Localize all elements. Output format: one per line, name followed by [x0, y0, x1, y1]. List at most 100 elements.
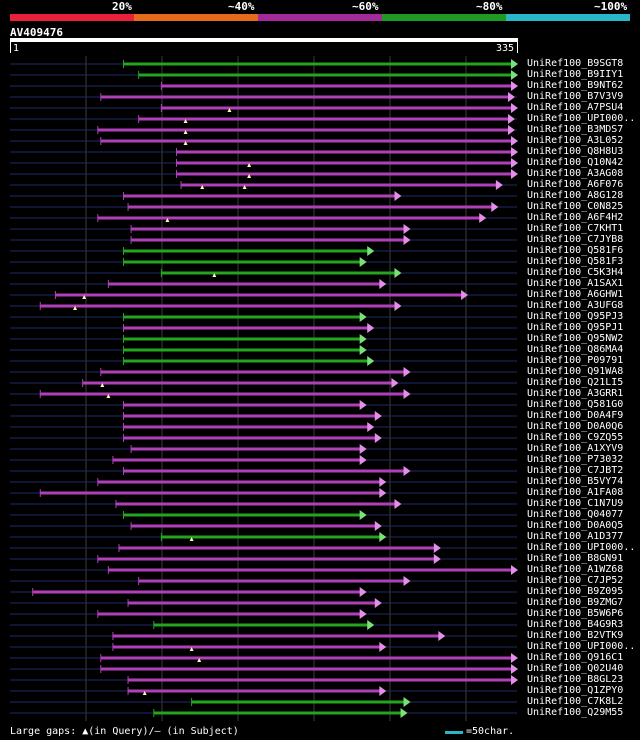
hit-label[interactable]: UniRef100_C5K3H4	[527, 267, 624, 278]
hit-bar[interactable]	[123, 62, 513, 66]
hit-label[interactable]: UniRef100_Q04077	[527, 509, 624, 520]
hit-bar[interactable]	[123, 359, 369, 363]
hit-label[interactable]: UniRef100_B4G9R3	[527, 619, 624, 630]
hit-label[interactable]: UniRef100_B7V3V9	[527, 91, 624, 102]
hit-bar[interactable]	[100, 95, 509, 99]
hit-label[interactable]: UniRef100_A3L052	[527, 135, 624, 146]
hit-label[interactable]: UniRef100_C9ZQ55	[527, 432, 624, 443]
hit-label[interactable]: UniRef100_A6F076	[527, 179, 624, 190]
hit-bar[interactable]	[128, 678, 512, 682]
hit-bar[interactable]	[123, 403, 361, 407]
hit-label[interactable]: UniRef100_A1D377	[527, 531, 624, 542]
hit-label[interactable]: UniRef100_C7K8L2	[527, 696, 624, 707]
hit-bar[interactable]	[55, 293, 463, 297]
hit-label[interactable]: UniRef100_A1SAX1	[527, 278, 624, 289]
hit-label[interactable]: UniRef100_A1FA08	[527, 487, 624, 498]
hit-label[interactable]: UniRef100_B3MDS7	[527, 124, 624, 135]
hit-label[interactable]: UniRef100_B8GL23	[527, 674, 624, 685]
hit-label[interactable]: UniRef100_UPI000..	[527, 641, 636, 652]
hit-bar[interactable]	[97, 557, 435, 561]
hit-label[interactable]: UniRef100_A6F4H2	[527, 212, 624, 223]
hit-label[interactable]: UniRef100_Q8H8U3	[527, 146, 624, 157]
hit-bar[interactable]	[131, 238, 405, 242]
hit-bar[interactable]	[176, 161, 513, 165]
hit-label[interactable]: UniRef100_Q21LI5	[527, 377, 624, 388]
hit-label[interactable]: UniRef100_B5VY74	[527, 476, 624, 487]
hit-label[interactable]: UniRef100_P09791	[527, 355, 624, 366]
hit-label[interactable]: UniRef100_Q95PJ3	[527, 311, 624, 322]
hit-label[interactable]: UniRef100_Q02U40	[527, 663, 624, 674]
hit-bar[interactable]	[100, 656, 512, 660]
hit-label[interactable]: UniRef100_C7KHT1	[527, 223, 624, 234]
hit-label[interactable]: UniRef100_B9ZMG7	[527, 597, 624, 608]
hit-bar[interactable]	[161, 271, 396, 275]
hit-label[interactable]: UniRef100_B9SGT8	[527, 58, 624, 69]
hit-bar[interactable]	[123, 425, 369, 429]
hit-bar[interactable]	[161, 84, 513, 88]
hit-bar[interactable]	[97, 480, 381, 484]
hit-bar[interactable]	[40, 392, 405, 396]
hit-label[interactable]: UniRef100_A8G128	[527, 190, 624, 201]
hit-label[interactable]: UniRef100_A3UFG8	[527, 300, 624, 311]
hit-bar[interactable]	[123, 436, 376, 440]
hit-label[interactable]: UniRef100_UPI000..	[527, 113, 636, 124]
hit-bar[interactable]	[123, 315, 361, 319]
hit-label[interactable]: UniRef100_C0N825	[527, 201, 624, 212]
hit-label[interactable]: UniRef100_Q95NW2	[527, 333, 624, 344]
hit-bar[interactable]	[176, 150, 513, 154]
hit-bar[interactable]	[112, 458, 361, 462]
hit-bar[interactable]	[153, 623, 369, 627]
hit-label[interactable]: UniRef100_Q95PJ1	[527, 322, 624, 333]
hit-bar[interactable]	[123, 513, 361, 517]
hit-bar[interactable]	[32, 590, 361, 594]
hit-label[interactable]: UniRef100_B9IIY1	[527, 69, 624, 80]
hit-bar[interactable]	[138, 117, 509, 121]
hit-label[interactable]: UniRef100_B9NT62	[527, 80, 624, 91]
hit-bar[interactable]	[123, 414, 376, 418]
hit-label[interactable]: UniRef100_C7JP52	[527, 575, 624, 586]
hit-bar[interactable]	[97, 128, 509, 132]
hit-label[interactable]: UniRef100_Q10N42	[527, 157, 624, 168]
hit-bar[interactable]	[100, 370, 405, 374]
hit-label[interactable]: UniRef100_Q86MA4	[527, 344, 624, 355]
hit-bar[interactable]	[123, 337, 361, 341]
hit-bar[interactable]	[123, 249, 369, 253]
hit-bar[interactable]	[191, 700, 405, 704]
hit-bar[interactable]	[123, 469, 405, 473]
hit-label[interactable]: UniRef100_C7JBT2	[527, 465, 624, 476]
hit-bar[interactable]	[82, 381, 393, 385]
hit-label[interactable]: UniRef100_Q581G0	[527, 399, 624, 410]
hit-bar[interactable]	[128, 601, 376, 605]
hit-bar[interactable]	[138, 73, 512, 77]
hit-label[interactable]: UniRef100_D0A0Q5	[527, 520, 624, 531]
hit-label[interactable]: UniRef100_Q91WA8	[527, 366, 624, 377]
hit-bar[interactable]	[108, 282, 381, 286]
hit-label[interactable]: UniRef100_A3GRR1	[527, 388, 624, 399]
hit-bar[interactable]	[153, 711, 402, 715]
hit-label[interactable]: UniRef100_A1WZ68	[527, 564, 624, 575]
hit-bar[interactable]	[40, 491, 381, 495]
hit-label[interactable]: UniRef100_A1XYV9	[527, 443, 624, 454]
hit-label[interactable]: UniRef100_D0A4F9	[527, 410, 624, 421]
hit-bar[interactable]	[181, 183, 497, 187]
hit-label[interactable]: UniRef100_B2VTK9	[527, 630, 624, 641]
hit-label[interactable]: UniRef100_Q916C1	[527, 652, 624, 663]
hit-label[interactable]: UniRef100_B9Z095	[527, 586, 624, 597]
hit-bar[interactable]	[108, 568, 512, 572]
hit-label[interactable]: UniRef100_Q1ZPY0	[527, 685, 624, 696]
hit-bar[interactable]	[161, 106, 513, 110]
hit-bar[interactable]	[131, 447, 361, 451]
hit-label[interactable]: UniRef100_C1N7U9	[527, 498, 624, 509]
hit-bar[interactable]	[123, 348, 361, 352]
hit-bar[interactable]	[176, 172, 513, 176]
hit-bar[interactable]	[128, 205, 493, 209]
hit-label[interactable]: UniRef100_P73032	[527, 454, 624, 465]
hit-label[interactable]: UniRef100_Q581F3	[527, 256, 624, 267]
hit-label[interactable]: UniRef100_D0A0Q6	[527, 421, 624, 432]
hit-bar[interactable]	[161, 535, 381, 539]
hit-bar[interactable]	[112, 634, 440, 638]
hit-label[interactable]: UniRef100_A6GHW1	[527, 289, 624, 300]
hit-label[interactable]: UniRef100_B8GN91	[527, 553, 624, 564]
hit-bar[interactable]	[123, 194, 396, 198]
hit-label[interactable]: UniRef100_UPI000..	[527, 542, 636, 553]
